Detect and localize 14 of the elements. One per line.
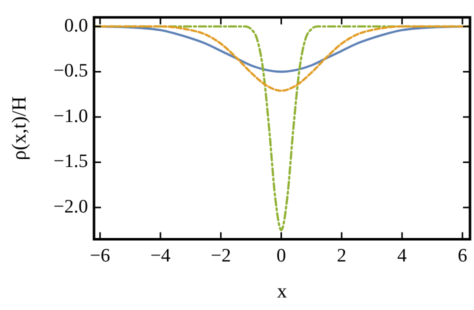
- x-tick-label: −4: [150, 246, 172, 267]
- x-tick-label: 6: [458, 246, 468, 267]
- y-tick-label: −0.5: [54, 60, 88, 82]
- x-axis-title: x: [277, 280, 287, 302]
- x-tick-label: 2: [336, 246, 346, 267]
- x-tick-label: 0: [276, 246, 286, 267]
- y-tick-label: −2.0: [54, 196, 88, 218]
- x-tick-label: −6: [90, 246, 110, 267]
- y-tick-label: 0.0: [64, 15, 88, 36]
- y-tick-label: −1.0: [54, 106, 88, 127]
- x-tick-label: 4: [397, 246, 408, 267]
- x-tick-label: −2: [210, 246, 231, 267]
- y-tick-label: −1.5: [54, 151, 88, 172]
- y-axis-title: ρ(x,t)/H: [8, 96, 30, 160]
